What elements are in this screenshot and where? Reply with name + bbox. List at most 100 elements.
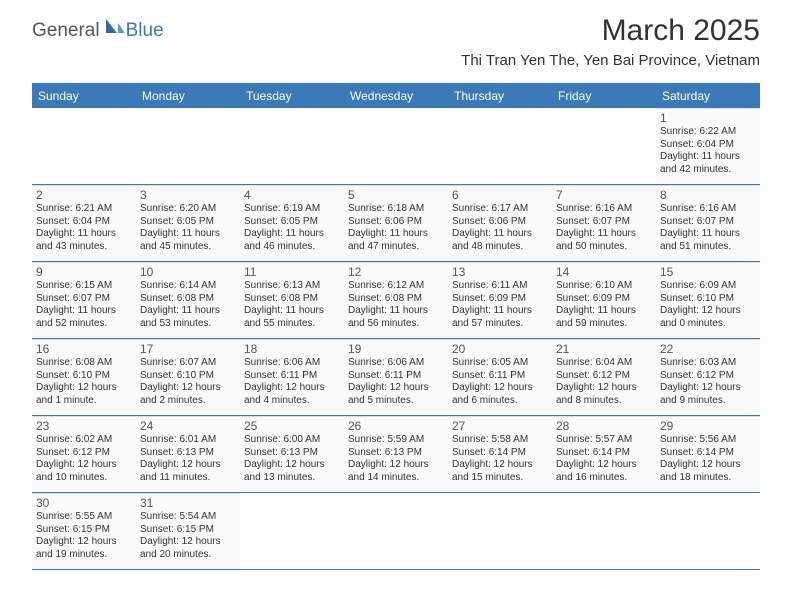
daylight-text: Daylight: 12 hours and 2 minutes. xyxy=(140,382,236,407)
sunset-text: Sunset: 6:09 PM xyxy=(556,293,652,306)
day-number: 18 xyxy=(244,342,340,356)
daylight-text: Daylight: 12 hours and 5 minutes. xyxy=(348,382,444,407)
sunrise-text: Sunrise: 6:05 AM xyxy=(452,357,548,370)
logo: General Blue xyxy=(32,20,164,42)
day-number: 31 xyxy=(140,496,236,510)
logo-sail-icon xyxy=(104,16,126,41)
sunrise-text: Sunrise: 6:06 AM xyxy=(244,357,340,370)
sunrise-text: Sunrise: 6:00 AM xyxy=(244,434,340,447)
day-cell: 17Sunrise: 6:07 AMSunset: 6:10 PMDayligh… xyxy=(136,339,240,415)
sunset-text: Sunset: 6:08 PM xyxy=(348,293,444,306)
day-cell: 9Sunrise: 6:15 AMSunset: 6:07 PMDaylight… xyxy=(32,262,136,338)
day-number: 13 xyxy=(452,265,548,279)
week-row: 23Sunrise: 6:02 AMSunset: 6:12 PMDayligh… xyxy=(32,416,760,493)
day-number: 26 xyxy=(348,419,444,433)
day-header: Wednesday xyxy=(344,85,448,108)
sunset-text: Sunset: 6:05 PM xyxy=(244,216,340,229)
day-cell: 3Sunrise: 6:20 AMSunset: 6:05 PMDaylight… xyxy=(136,185,240,261)
week-row: 30Sunrise: 5:55 AMSunset: 6:15 PMDayligh… xyxy=(32,493,760,570)
sunset-text: Sunset: 6:07 PM xyxy=(556,216,652,229)
day-header: Tuesday xyxy=(240,85,344,108)
sunrise-text: Sunrise: 6:20 AM xyxy=(140,203,236,216)
week-row: 1Sunrise: 6:22 AMSunset: 6:04 PMDaylight… xyxy=(32,108,760,185)
sunrise-text: Sunrise: 6:04 AM xyxy=(556,357,652,370)
day-cell: 21Sunrise: 6:04 AMSunset: 6:12 PMDayligh… xyxy=(552,339,656,415)
sunrise-text: Sunrise: 6:10 AM xyxy=(556,280,652,293)
day-cell: 1Sunrise: 6:22 AMSunset: 6:04 PMDaylight… xyxy=(656,108,760,184)
day-number: 28 xyxy=(556,419,652,433)
day-cell: 26Sunrise: 5:59 AMSunset: 6:13 PMDayligh… xyxy=(344,416,448,492)
sunrise-text: Sunrise: 6:08 AM xyxy=(36,357,132,370)
daylight-text: Daylight: 11 hours and 45 minutes. xyxy=(140,228,236,253)
sunrise-text: Sunrise: 6:09 AM xyxy=(660,280,756,293)
day-cell: 30Sunrise: 5:55 AMSunset: 6:15 PMDayligh… xyxy=(32,493,136,569)
sunset-text: Sunset: 6:09 PM xyxy=(452,293,548,306)
daylight-text: Daylight: 12 hours and 13 minutes. xyxy=(244,459,340,484)
sunset-text: Sunset: 6:04 PM xyxy=(36,216,132,229)
daylight-text: Daylight: 11 hours and 55 minutes. xyxy=(244,305,340,330)
sunset-text: Sunset: 6:04 PM xyxy=(660,139,756,152)
sunset-text: Sunset: 6:13 PM xyxy=(140,447,236,460)
daylight-text: Daylight: 11 hours and 48 minutes. xyxy=(452,228,548,253)
daylight-text: Daylight: 12 hours and 9 minutes. xyxy=(660,382,756,407)
month-title: March 2025 xyxy=(461,14,760,48)
sunset-text: Sunset: 6:12 PM xyxy=(660,370,756,383)
day-header-row: SundayMondayTuesdayWednesdayThursdayFrid… xyxy=(32,85,760,108)
day-number: 24 xyxy=(140,419,236,433)
day-cell: 31Sunrise: 5:54 AMSunset: 6:15 PMDayligh… xyxy=(136,493,240,569)
day-cell: 11Sunrise: 6:13 AMSunset: 6:08 PMDayligh… xyxy=(240,262,344,338)
day-number: 25 xyxy=(244,419,340,433)
location-text: Thi Tran Yen The, Yen Bai Province, Viet… xyxy=(461,52,760,69)
sunset-text: Sunset: 6:06 PM xyxy=(348,216,444,229)
sunrise-text: Sunrise: 6:22 AM xyxy=(660,126,756,139)
daylight-text: Daylight: 12 hours and 0 minutes. xyxy=(660,305,756,330)
sunrise-text: Sunrise: 6:16 AM xyxy=(660,203,756,216)
sunrise-text: Sunrise: 5:54 AM xyxy=(140,511,236,524)
sunset-text: Sunset: 6:11 PM xyxy=(452,370,548,383)
day-cell: 13Sunrise: 6:11 AMSunset: 6:09 PMDayligh… xyxy=(448,262,552,338)
day-header: Friday xyxy=(552,85,656,108)
day-number: 2 xyxy=(36,188,132,202)
sunset-text: Sunset: 6:12 PM xyxy=(556,370,652,383)
day-number: 17 xyxy=(140,342,236,356)
day-cell: 19Sunrise: 6:06 AMSunset: 6:11 PMDayligh… xyxy=(344,339,448,415)
day-number: 20 xyxy=(452,342,548,356)
sunrise-text: Sunrise: 6:13 AM xyxy=(244,280,340,293)
sunrise-text: Sunrise: 6:19 AM xyxy=(244,203,340,216)
daylight-text: Daylight: 12 hours and 16 minutes. xyxy=(556,459,652,484)
day-number: 15 xyxy=(660,265,756,279)
sunrise-text: Sunrise: 5:58 AM xyxy=(452,434,548,447)
sunset-text: Sunset: 6:06 PM xyxy=(452,216,548,229)
sunrise-text: Sunrise: 6:07 AM xyxy=(140,357,236,370)
day-number: 19 xyxy=(348,342,444,356)
day-header: Saturday xyxy=(656,85,760,108)
day-number: 6 xyxy=(452,188,548,202)
day-cell: 27Sunrise: 5:58 AMSunset: 6:14 PMDayligh… xyxy=(448,416,552,492)
daylight-text: Daylight: 12 hours and 20 minutes. xyxy=(140,536,236,561)
day-cell: 5Sunrise: 6:18 AMSunset: 6:06 PMDaylight… xyxy=(344,185,448,261)
sunset-text: Sunset: 6:14 PM xyxy=(556,447,652,460)
daylight-text: Daylight: 11 hours and 42 minutes. xyxy=(660,151,756,176)
sunset-text: Sunset: 6:05 PM xyxy=(140,216,236,229)
day-cell: 18Sunrise: 6:06 AMSunset: 6:11 PMDayligh… xyxy=(240,339,344,415)
day-number: 9 xyxy=(36,265,132,279)
daylight-text: Daylight: 11 hours and 53 minutes. xyxy=(140,305,236,330)
day-number: 5 xyxy=(348,188,444,202)
day-number: 12 xyxy=(348,265,444,279)
sunset-text: Sunset: 6:14 PM xyxy=(452,447,548,460)
week-row: 2Sunrise: 6:21 AMSunset: 6:04 PMDaylight… xyxy=(32,185,760,262)
sunset-text: Sunset: 6:07 PM xyxy=(36,293,132,306)
daylight-text: Daylight: 11 hours and 47 minutes. xyxy=(348,228,444,253)
sunrise-text: Sunrise: 6:16 AM xyxy=(556,203,652,216)
day-cell: 25Sunrise: 6:00 AMSunset: 6:13 PMDayligh… xyxy=(240,416,344,492)
sunset-text: Sunset: 6:11 PM xyxy=(244,370,340,383)
daylight-text: Daylight: 12 hours and 6 minutes. xyxy=(452,382,548,407)
daylight-text: Daylight: 12 hours and 1 minute. xyxy=(36,382,132,407)
daylight-text: Daylight: 11 hours and 59 minutes. xyxy=(556,305,652,330)
sunrise-text: Sunrise: 6:14 AM xyxy=(140,280,236,293)
daylight-text: Daylight: 12 hours and 10 minutes. xyxy=(36,459,132,484)
day-cell xyxy=(240,493,344,569)
title-block: March 2025 Thi Tran Yen The, Yen Bai Pro… xyxy=(461,14,760,69)
daylight-text: Daylight: 12 hours and 4 minutes. xyxy=(244,382,340,407)
day-cell: 4Sunrise: 6:19 AMSunset: 6:05 PMDaylight… xyxy=(240,185,344,261)
